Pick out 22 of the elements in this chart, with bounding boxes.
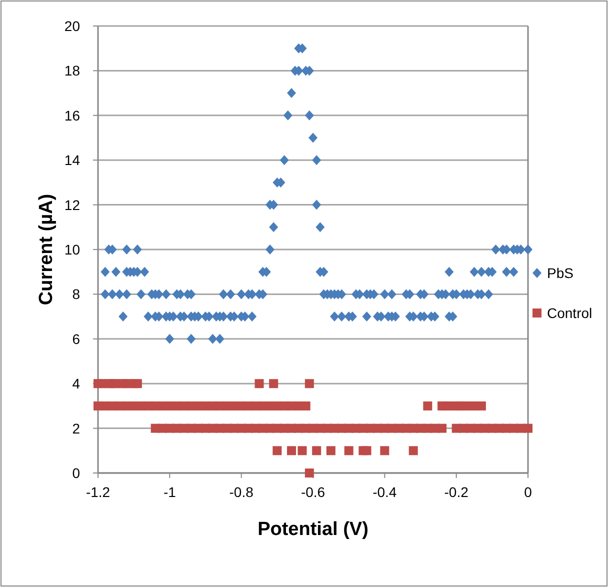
x-tick-label: 0 (524, 484, 532, 500)
x-axis-title: Potential (V) (258, 519, 368, 540)
y-tick-label: 12 (64, 196, 80, 213)
y-tick-label: 6 (72, 330, 80, 347)
y-tick-label: 8 (72, 286, 80, 302)
x-tick-label: -0.8 (229, 484, 254, 500)
y-tick-label: 0 (72, 465, 80, 481)
y-tick-label: 20 (64, 18, 80, 34)
y-tick-label: 2 (72, 420, 80, 436)
x-tick-label: -1 (163, 484, 176, 500)
legend-label: PbS (547, 265, 574, 281)
y-tick-label: 10 (64, 242, 80, 258)
x-tick-label: -0.2 (444, 484, 469, 500)
y-tick-label: 14 (64, 152, 80, 168)
y-tick-label: 4 (72, 376, 80, 392)
x-tick-label: -0.4 (372, 484, 397, 500)
x-tick-label: -0.6 (300, 484, 326, 500)
y-tick-label: 16 (64, 107, 80, 124)
x-tick-label: -1.2 (86, 484, 110, 500)
y-tick-label: 18 (64, 62, 80, 79)
y-axis-title: Current (µA) (36, 194, 57, 306)
legend-label: Control (547, 305, 592, 321)
